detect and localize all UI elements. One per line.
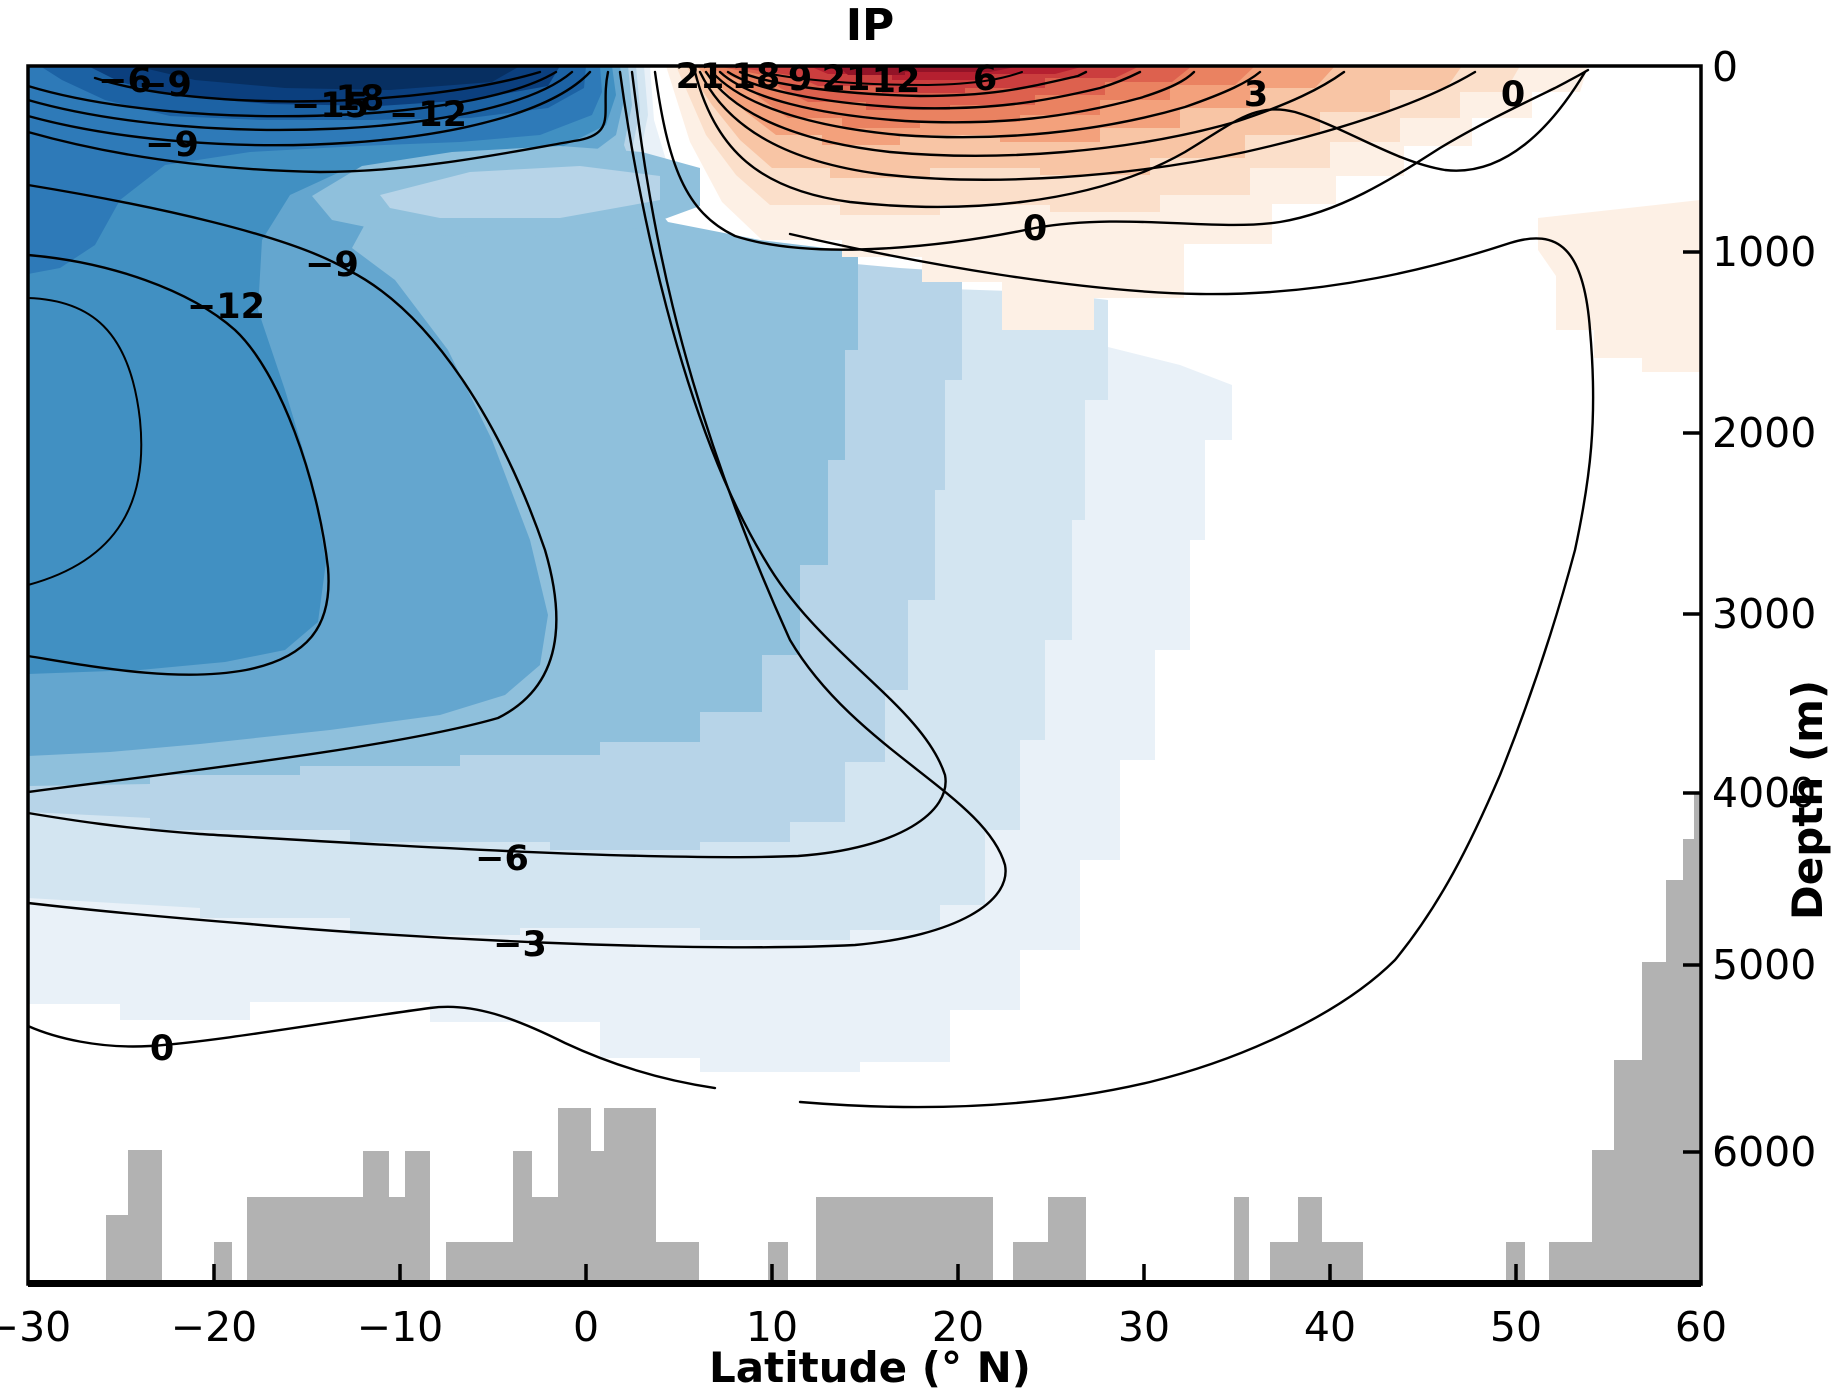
contour-label: −12 — [389, 95, 467, 135]
contour-line-zero-upper — [653, 68, 1590, 251]
x-axis-title: Latitude (° N) — [709, 1343, 1031, 1391]
contour-lines — [26, 68, 1595, 1109]
page-title: IP — [846, 0, 895, 51]
contour-label: −9 — [145, 125, 199, 165]
contour-label: −6 — [475, 839, 529, 879]
contour-line-pos15 — [718, 70, 1196, 124]
contour-label: −9 — [138, 65, 192, 105]
bathymetry-segment — [446, 1108, 699, 1284]
negative-fill-bands — [28, 66, 1232, 1072]
y-axis-title: Depth (m) — [1783, 680, 1832, 920]
contour-line-neg15-deep — [27, 297, 143, 586]
y-tick-labels: 0 1000 2000 3000 4000 5000 6000 — [1712, 43, 1816, 1176]
contour-line-pos6 — [698, 70, 1477, 181]
contour-line-neg18-shallow — [26, 70, 558, 118]
y-tick-label: 2000 — [1712, 409, 1816, 457]
fill-band-neg-6 — [28, 66, 616, 674]
contour-label: 21 — [676, 57, 725, 97]
x-tick-label: 0 — [573, 1303, 599, 1351]
contour-label: −15 — [291, 86, 369, 126]
y-tick-label: 4000 — [1712, 769, 1816, 817]
contour-line-neg3 — [26, 70, 1007, 949]
x-ticks — [212, 1264, 1518, 1284]
contour-label: −3 — [493, 925, 547, 965]
contour-label: −12 — [187, 287, 265, 327]
contour-line-pos18 — [726, 70, 1142, 110]
x-tick-label: 20 — [932, 1303, 984, 1351]
contour-label: 18 — [336, 79, 385, 119]
contour-line-pos24 — [761, 71, 1023, 87]
contour-line-neg15-shallow — [26, 70, 574, 132]
contour-line-neg12-shallow — [26, 70, 592, 147]
contour-line-neg9-deep — [26, 183, 558, 794]
x-tick-label: 60 — [1675, 1303, 1727, 1351]
x-axis-line — [28, 1280, 1701, 1287]
contour-line-neg12-deep — [26, 253, 330, 676]
contour-line-zero-deep-left — [26, 1005, 717, 1090]
contour-label: −9 — [305, 245, 359, 285]
bathymetry — [106, 793, 1701, 1284]
y-ticks — [1683, 250, 1701, 1154]
fill-band-pos-pocket — [1538, 200, 1700, 372]
contour-line-pos21 — [738, 70, 1088, 98]
x-tick-label: −30 — [0, 1303, 71, 1351]
contour-line-pos9 — [704, 70, 1346, 157]
bathymetry-segment — [247, 1151, 430, 1284]
y-tick-label: 5000 — [1712, 941, 1816, 989]
x-tick-labels: −30 −20 −10 0 10 20 30 40 50 60 — [0, 1303, 1727, 1351]
bathymetry-segment — [1013, 1197, 1086, 1284]
fill-band-pos-9 — [756, 66, 1020, 75]
bathymetry-segment — [1506, 1242, 1525, 1284]
bathymetry-segment — [106, 1150, 162, 1284]
x-tick-label: 30 — [1118, 1303, 1170, 1351]
y-tick-label: 0 — [1712, 43, 1738, 91]
contour-line-pos3 — [693, 70, 1587, 209]
contour-line-neg9-shallow — [26, 70, 610, 174]
bathymetry-segment — [1234, 1197, 1249, 1284]
bathymetry-segment — [1549, 793, 1701, 1284]
contour-label: 3 — [1244, 75, 1268, 115]
contour-label: 0 — [1501, 75, 1525, 115]
contour-line-pos12 — [710, 70, 1262, 139]
contour-labels-group: −6 −9 −9 −15 18 −12 −9 −12 −6 −3 0 0 21 … — [98, 57, 1525, 1069]
x-tick-label: −10 — [357, 1303, 444, 1351]
contour-line-zero-deep-right — [788, 232, 1595, 1109]
contour-label: 0 — [1023, 209, 1047, 249]
contour-line-neg21-shallow — [93, 70, 542, 103]
bathymetry-segment — [816, 1197, 993, 1284]
y-tick-label: 1000 — [1712, 228, 1816, 276]
y-tick-label: 6000 — [1712, 1128, 1816, 1176]
x-tick-label: 50 — [1490, 1303, 1542, 1351]
bathymetry-segment — [214, 1242, 232, 1284]
x-tick-label: −20 — [171, 1303, 258, 1351]
y-tick-label: 3000 — [1712, 590, 1816, 638]
x-tick-label: 40 — [1304, 1303, 1356, 1351]
fill-pocket-light-2 — [380, 166, 660, 218]
contour-label: 0 — [150, 1029, 174, 1069]
x-tick-label: 10 — [746, 1303, 798, 1351]
bathymetry-segment — [1270, 1197, 1363, 1284]
contour-line-neg6 — [26, 70, 947, 859]
axes-frame — [26, 64, 1703, 1287]
fill-band-neg-10 — [135, 66, 520, 90]
contour-label: 18 — [732, 57, 781, 97]
